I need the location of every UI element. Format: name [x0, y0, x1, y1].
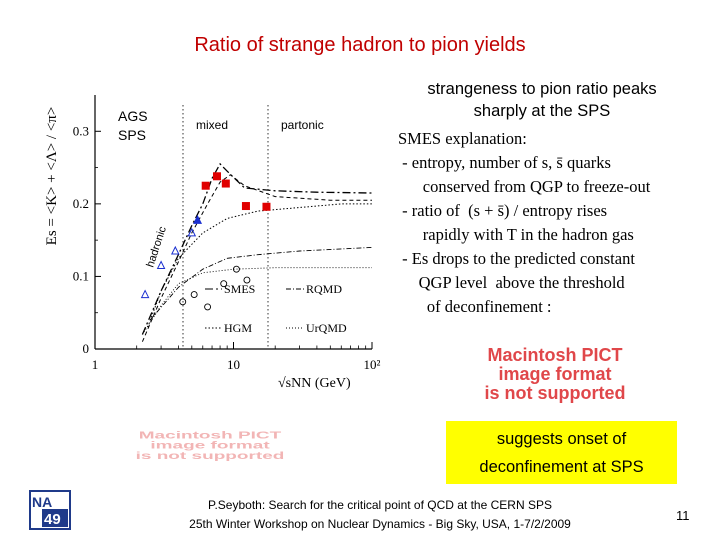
footer-line-2: 25th Winter Workshop on Nuclear Dynamics…	[189, 517, 571, 531]
smes-line: QGP level above the threshold	[398, 273, 625, 292]
smes-line: - entropy, number of s, s̄ quarks	[398, 153, 611, 172]
pict-line: Macintosh PICT	[138, 429, 282, 441]
open-circle-point	[190, 291, 198, 299]
x-tick-label: 1	[92, 357, 99, 372]
legend-entry: UrQMD	[306, 321, 347, 335]
y-axis-label: Es = <K> + <Λ> / <π>	[44, 107, 60, 246]
open-circle-point	[204, 303, 212, 311]
smes-explanation: SMES explanation: - entropy, number of s…	[398, 127, 718, 319]
smes-line: SMES explanation:	[398, 129, 527, 148]
svg-text:NA: NA	[32, 494, 52, 510]
open-triangle-point	[140, 289, 150, 299]
strangeness-chart: 0 0.1 0.2 0.3 1 10 10² √sNN (GeV) Es = <K> + <Λ…	[44, 95, 381, 391]
pict-line: image format	[150, 439, 270, 452]
y-tick-label: 0.2	[73, 196, 89, 211]
legend-entry: HGM	[224, 321, 252, 335]
svg-text:49: 49	[44, 511, 61, 528]
chart-axes: 0 0.1 0.2 0.3 1 10 10²	[73, 95, 381, 372]
legend-entry: RQMD	[306, 282, 342, 296]
open-circle-point	[243, 276, 251, 284]
smes-line: of deconfinement :	[398, 297, 552, 316]
y-tick-label: 0.1	[73, 268, 89, 283]
open-circle-point	[232, 265, 240, 273]
region-label: mixed	[196, 118, 228, 132]
region-label-hadronic: hadronic	[144, 225, 169, 269]
smes-curve	[141, 162, 373, 335]
x-tick-label: 10	[227, 357, 240, 372]
open-circle-point	[179, 298, 187, 306]
page-number: 11	[676, 508, 690, 523]
smes-line: conserved from QGP to freeze-out	[398, 177, 651, 196]
onset-line-2: deconfinement at SPS	[479, 458, 644, 476]
open-triangle-point	[170, 245, 180, 255]
open-triangle-point	[156, 260, 166, 270]
na49-logo: NA 49	[29, 490, 71, 530]
pict-line: is not supported	[484, 383, 626, 403]
sps-point	[221, 179, 230, 188]
peak-line-1: strangeness to pion ratio peaks	[427, 80, 657, 98]
peak-annotation: strangeness to pion ratio peaks sharply …	[392, 78, 692, 122]
region-label: AGS	[118, 108, 148, 124]
footer: P.Seyboth: Search for the critical point…	[130, 496, 630, 534]
y-tick-label: 0.3	[73, 123, 89, 138]
open-triangle-point	[187, 227, 197, 237]
sps-point	[241, 202, 250, 211]
sps-point	[262, 202, 271, 211]
x-tick-label: 10²	[364, 357, 381, 372]
onset-highlight-box: suggests onset of deconfinement at SPS	[446, 421, 677, 484]
region-label: SPS	[118, 127, 146, 143]
slide-title: Ratio of strange hadron to pion yields	[194, 34, 526, 56]
ags-point	[193, 214, 203, 224]
open-circle-point	[220, 280, 228, 288]
sps-point	[201, 181, 210, 190]
model-curves	[141, 105, 373, 349]
pict-line: is not supported	[135, 450, 285, 462]
footer-line-1: P.Seyboth: Search for the critical point…	[208, 498, 552, 512]
smes-line: rapidly with T in the hadron gas	[398, 225, 634, 244]
chart-labels: √sNN (GeV) Es = <K> + <Λ> / <π> AGS SPS mixe…	[44, 107, 351, 391]
smes-line: - ratio of (s + s̄) / entropy rises	[398, 201, 608, 220]
onset-line-1: suggests onset of	[496, 430, 627, 448]
rqmd-curve	[149, 246, 373, 321]
pict-line: Macintosh PICT	[487, 345, 623, 365]
smes-curve-alt	[141, 174, 372, 342]
sps-point	[212, 172, 221, 181]
pict-line: image format	[498, 364, 612, 384]
y-tick-label: 0	[83, 341, 90, 356]
urqmd-curve	[142, 267, 372, 335]
peak-line-2: sharply at the SPS	[473, 102, 611, 120]
smes-line: - Es drops to the predicted constant	[398, 249, 635, 268]
legend-entry: SMES	[224, 282, 255, 296]
pict-placeholder-right: Macintosh PICT image format is not suppo…	[432, 346, 678, 403]
x-axis-label: √sNN (GeV)	[278, 376, 351, 391]
data-marks	[140, 172, 271, 311]
pict-placeholder-left: Macintosh PICT image format is not suppo…	[40, 430, 380, 461]
region-label: partonic	[281, 118, 324, 132]
hgm-curve	[147, 203, 372, 328]
